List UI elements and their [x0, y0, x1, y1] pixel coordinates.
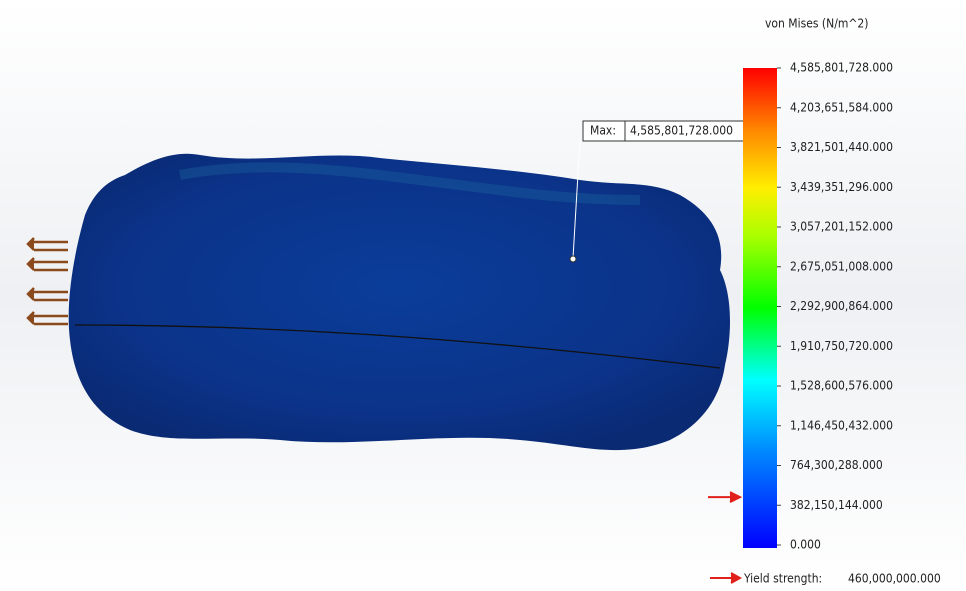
scale-label: 1,146,450,432.000	[790, 418, 893, 432]
scale-label: 1,910,750,720.000	[790, 339, 893, 353]
legend-title: von Mises (N/m^2)	[765, 17, 868, 31]
scale-label: 4,203,651,584.000	[790, 100, 893, 114]
yield-text: Yield strength:	[743, 572, 822, 586]
color-scale	[743, 68, 777, 548]
viewport: Max: 4,585,801,728.000 von Mises (N/m^2)…	[0, 0, 966, 591]
yield-value: 460,000,000.000	[848, 572, 941, 586]
scale-label: 3,821,501,440.000	[790, 140, 893, 154]
scale-label: 1,528,600,576.000	[790, 379, 893, 393]
scale-label: 382,150,144.000	[790, 498, 883, 512]
scale-label: 4,585,801,728.000	[790, 61, 893, 75]
scale-label: 2,292,900,864.000	[790, 299, 893, 313]
max-value: 4,585,801,728.000	[630, 124, 733, 138]
scale-label: 3,439,351,296.000	[790, 180, 893, 194]
scale-label: 0.000	[790, 538, 821, 552]
scale-label: 764,300,288.000	[790, 458, 883, 472]
max-point	[570, 256, 576, 262]
scale-label: 2,675,051,008.000	[790, 259, 893, 273]
max-label: Max:	[590, 124, 616, 138]
scale-label: 3,057,201,152.000	[790, 220, 893, 234]
